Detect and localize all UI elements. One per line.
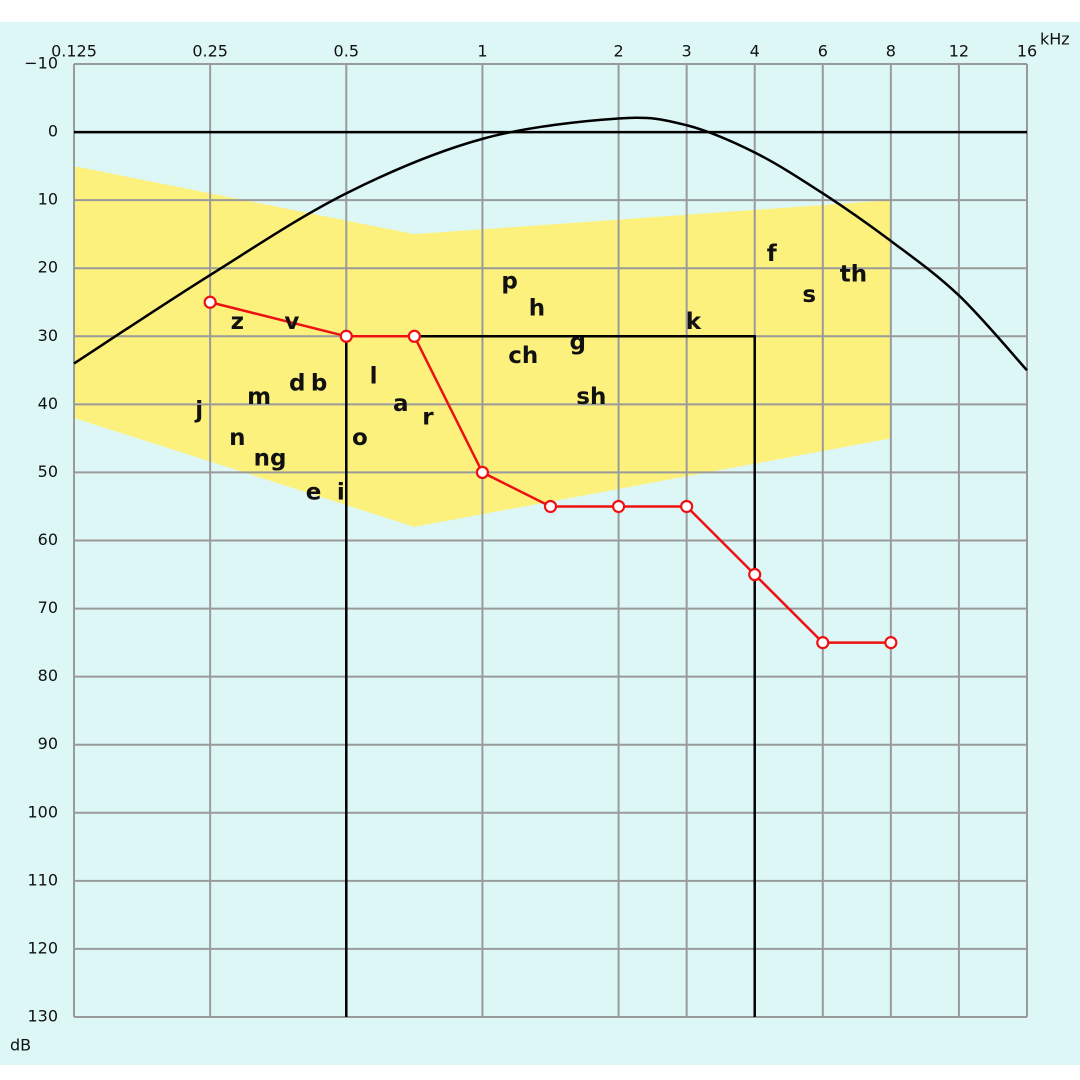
data-point	[748, 567, 762, 582]
phoneme-label: j	[194, 398, 203, 424]
phoneme-label: i	[337, 479, 345, 505]
phoneme-label: ch	[508, 343, 538, 369]
phoneme-label: a	[393, 391, 409, 417]
y-tick-label: 20	[38, 258, 58, 277]
x-tick-label: 12	[949, 42, 969, 61]
phoneme-label: sh	[576, 384, 606, 410]
y-unit: dB	[10, 1036, 31, 1055]
series-line	[209, 301, 891, 644]
phoneme-label: g	[569, 330, 585, 356]
x-tick-label: 0.125	[51, 42, 97, 61]
series-line	[345, 335, 756, 1017]
phoneme-label: b	[311, 370, 327, 396]
y-tick-label: 30	[38, 326, 58, 345]
phoneme-label: r	[422, 404, 434, 430]
data-point	[884, 636, 898, 650]
series-line	[73, 116, 1028, 372]
phoneme-label: p	[501, 268, 517, 294]
y-tick-label: −10	[24, 54, 58, 73]
phoneme-label: z	[231, 309, 244, 335]
y-tick-label: 120	[27, 938, 58, 957]
phoneme-label: ng	[254, 445, 287, 471]
phoneme-label: k	[686, 309, 702, 335]
phoneme-label: h	[529, 296, 545, 322]
x-tick-label: 0.25	[192, 42, 228, 61]
y-tick-label: 110	[27, 870, 58, 889]
phoneme-label: th	[840, 262, 867, 288]
y-tick-label: 40	[38, 394, 58, 413]
data-point	[543, 499, 558, 514]
x-unit: kHz	[1040, 30, 1070, 49]
y-tick-label: 50	[38, 462, 58, 481]
y-tick-label: 0	[48, 122, 58, 141]
x-tick-label: 3	[682, 42, 692, 61]
phoneme-label: d	[289, 370, 305, 396]
panel-background	[0, 22, 1080, 1065]
phoneme-label: s	[802, 282, 816, 308]
x-tick-label: 2	[613, 42, 623, 61]
data-point	[407, 329, 421, 343]
phoneme-label: n	[229, 425, 245, 451]
data-point	[203, 295, 217, 309]
data-point	[611, 499, 626, 514]
y-tick-label: 130	[27, 1007, 58, 1026]
x-tick-label: 8	[886, 42, 896, 61]
data-point	[680, 499, 694, 514]
phoneme-label: v	[284, 309, 299, 335]
x-tick-label: 16	[1017, 42, 1037, 61]
phoneme-label: e	[306, 479, 322, 505]
x-tick-label: 1	[477, 42, 487, 61]
y-tick-label: 80	[38, 666, 58, 685]
phoneme-label: l	[370, 364, 378, 390]
y-tick-label: 100	[27, 802, 58, 821]
x-tick-label: 6	[818, 42, 828, 61]
y-tick-label: 10	[38, 190, 58, 209]
y-tick-label: 60	[38, 530, 58, 549]
phoneme-label: m	[247, 384, 271, 410]
data-point	[816, 636, 830, 650]
y-tick-label: 70	[38, 598, 58, 617]
x-tick-label: 0.5	[334, 42, 359, 61]
data-point	[339, 329, 353, 343]
phoneme-label: f	[767, 241, 778, 267]
y-tick-label: 90	[38, 734, 58, 753]
phoneme-label: o	[352, 425, 368, 451]
data-point	[475, 465, 490, 480]
x-tick-label: 4	[750, 42, 760, 61]
